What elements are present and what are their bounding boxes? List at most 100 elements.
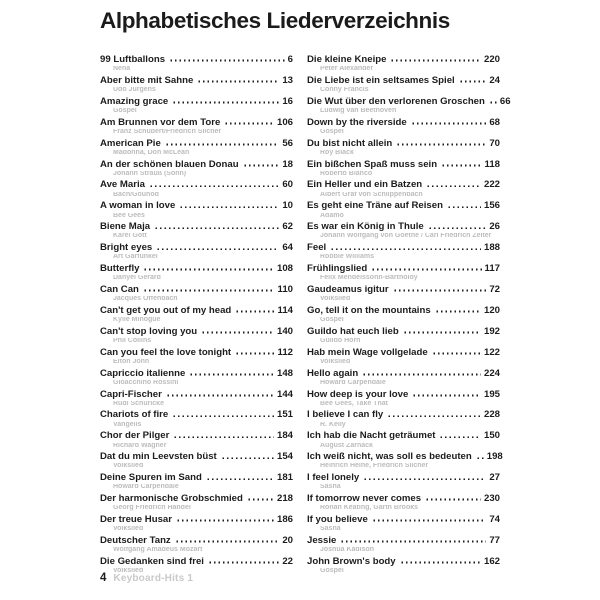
song-entry: Capri-Fischer 144 Rudi Schuricke: [100, 389, 293, 408]
song-title: Can you feel the love tonight: [100, 346, 232, 358]
song-title: Am Brunnen vor dem Tore: [100, 116, 221, 128]
dot-leader: [371, 268, 482, 272]
song-page-number: 140: [276, 325, 293, 337]
song-entry-line: Chor der Pilger 184: [100, 431, 293, 441]
song-title: Es geht eine Träne auf Reisen: [307, 200, 443, 212]
dot-leader: [224, 122, 274, 125]
song-entry-line: I feel lonely 27: [307, 472, 500, 484]
song-page-number: 195: [483, 388, 500, 400]
song-page-number: 120: [483, 304, 500, 316]
dot-leader: [390, 59, 481, 62]
song-entry-line: Can Can 110: [100, 283, 293, 295]
song-artist: Albert Graf von Schlippenbach: [320, 191, 423, 198]
song-page-number: 228: [483, 409, 500, 421]
song-entry-line: Amazing grace 16: [100, 95, 293, 107]
song-entry-line: Go, tell it on the mountains 120: [307, 304, 500, 316]
song-title: If tomorrow never comes: [307, 493, 422, 505]
dot-leader: [201, 331, 274, 334]
song-title: Feel: [307, 242, 327, 254]
song-entry: John Brown's body 162 Gospel: [307, 555, 500, 575]
dot-leader: [179, 205, 280, 209]
dot-leader: [434, 310, 481, 313]
song-entry: Ich weiß nicht, was soll es bedeuten 198…: [307, 451, 503, 470]
song-page-number: 114: [277, 304, 293, 316]
song-artist: Robbie Williams: [320, 254, 375, 261]
song-title: How deep is your love: [307, 388, 409, 400]
song-page-number: 198: [486, 451, 503, 463]
song-entry: If you believe 74 Sasha: [307, 513, 500, 533]
song-artist: Heinrich Heine, Friedrich Silcher: [320, 463, 429, 470]
song-title: Deine Spuren im Sand: [100, 472, 202, 484]
song-page-number: 108: [276, 263, 293, 275]
dot-leader: [330, 247, 481, 251]
song-entry-line: Am Brunnen vor dem Tore 106: [100, 116, 293, 128]
song-entry: Hello again 224 Howard Carpendale: [307, 368, 500, 387]
song-entry-line: I believe I can fly 228: [307, 410, 500, 420]
song-entry: Can't get you out of my head 114 Kylie M…: [100, 304, 293, 324]
dot-leader: [220, 456, 274, 460]
song-entry: Feel 188 Robbie Williams: [307, 242, 500, 261]
song-page-number: 6: [287, 54, 293, 65]
song-page-number: 27: [489, 472, 500, 484]
song-entry: Can't stop loving you 140 Phil Collins: [100, 325, 293, 345]
dot-leader: [235, 352, 275, 355]
song-entry: Dat du min Leevsten büst 154 Volkslied: [100, 452, 293, 470]
song-page-number: 122: [483, 346, 500, 358]
song-page-number: 56: [282, 137, 293, 149]
song-entry: Amazing grace 16 Gospel: [100, 95, 293, 115]
index-columns: 99 Luftballons 6 Nena Aber bitte mit Sah…: [100, 54, 511, 578]
song-artist: Karel Gott: [113, 233, 147, 240]
song-artist: Gospel: [113, 108, 137, 115]
song-entry-line: Es war ein König in Thule 26: [307, 222, 500, 232]
song-entry-line: Die Wut über den verlorenen Groschen 66: [307, 96, 511, 107]
song-entry-line: Hello again 224: [307, 368, 500, 379]
song-entry-line: Deine Spuren im Sand 181: [100, 472, 293, 484]
dot-leader: [363, 477, 487, 481]
song-artist: Ronan Keating, Garth Brooks: [320, 505, 419, 512]
song-entry-line: Gaudeamus igitur 72: [307, 283, 500, 295]
song-page-number: 230: [483, 493, 500, 505]
song-artist: Danyel Gérard: [113, 275, 161, 282]
dot-leader: [439, 435, 481, 439]
song-page-number: 62: [282, 221, 293, 233]
song-page-number: 106: [276, 116, 293, 128]
song-page-number: 74: [489, 513, 500, 525]
song-page-number: 26: [489, 221, 500, 233]
song-artist: Johann Strauß (Sohn): [113, 170, 187, 177]
song-artist: Bee Gees, Take That: [320, 400, 388, 407]
song-title: Ein Heller und ein Batzen: [307, 179, 423, 191]
song-artist: Bee Gees: [113, 212, 145, 219]
song-artist: Richard Wagner: [113, 442, 167, 449]
song-entry-line: Der treue Husar 186: [100, 514, 293, 525]
song-title: If you believe: [307, 513, 368, 525]
song-entry: Butterfly 108 Danyel Gérard: [100, 263, 293, 282]
song-artist: Volkslied: [113, 526, 144, 533]
page-footer: 4 Keyboard-Hits 1: [100, 572, 193, 584]
dot-leader: [164, 143, 280, 146]
dot-leader: [425, 498, 481, 502]
song-title: Ein bißchen Spaß muss sein: [307, 158, 438, 170]
song-page-number: 16: [282, 95, 293, 107]
song-title: John Brown's body: [307, 555, 396, 567]
song-title: Can Can: [100, 283, 139, 295]
song-page-number: 148: [276, 367, 293, 379]
song-entry-line: If tomorrow never comes 230: [307, 493, 500, 505]
song-entry: Die Liebe ist ein seltsames Spiel 24 Con…: [307, 75, 500, 94]
song-title: Butterfly: [100, 263, 140, 275]
song-entry-line: If you believe 74: [307, 513, 500, 525]
dot-leader: [426, 184, 481, 188]
dot-leader: [427, 226, 487, 230]
song-artist: Nena: [113, 66, 131, 73]
song-title: Gaudeamus igitur: [307, 283, 389, 295]
song-title: Go, tell it on the mountains: [307, 304, 431, 316]
song-artist: Howard Carpendale: [320, 379, 386, 386]
dot-leader: [142, 289, 275, 292]
song-artist: Wolfgang Amadeus Mozart: [113, 547, 203, 554]
song-artist: Vangelis: [113, 421, 142, 428]
song-page-number: 184: [276, 430, 293, 442]
dot-leader: [362, 373, 481, 376]
song-artist: Elton John: [113, 358, 150, 365]
song-title: Du bist nicht allein: [307, 137, 393, 149]
song-entry: Es war ein König in Thule 26 Johann Wolf…: [307, 222, 500, 240]
song-entry: Chariots of fire 151 Vangelis: [100, 410, 293, 428]
